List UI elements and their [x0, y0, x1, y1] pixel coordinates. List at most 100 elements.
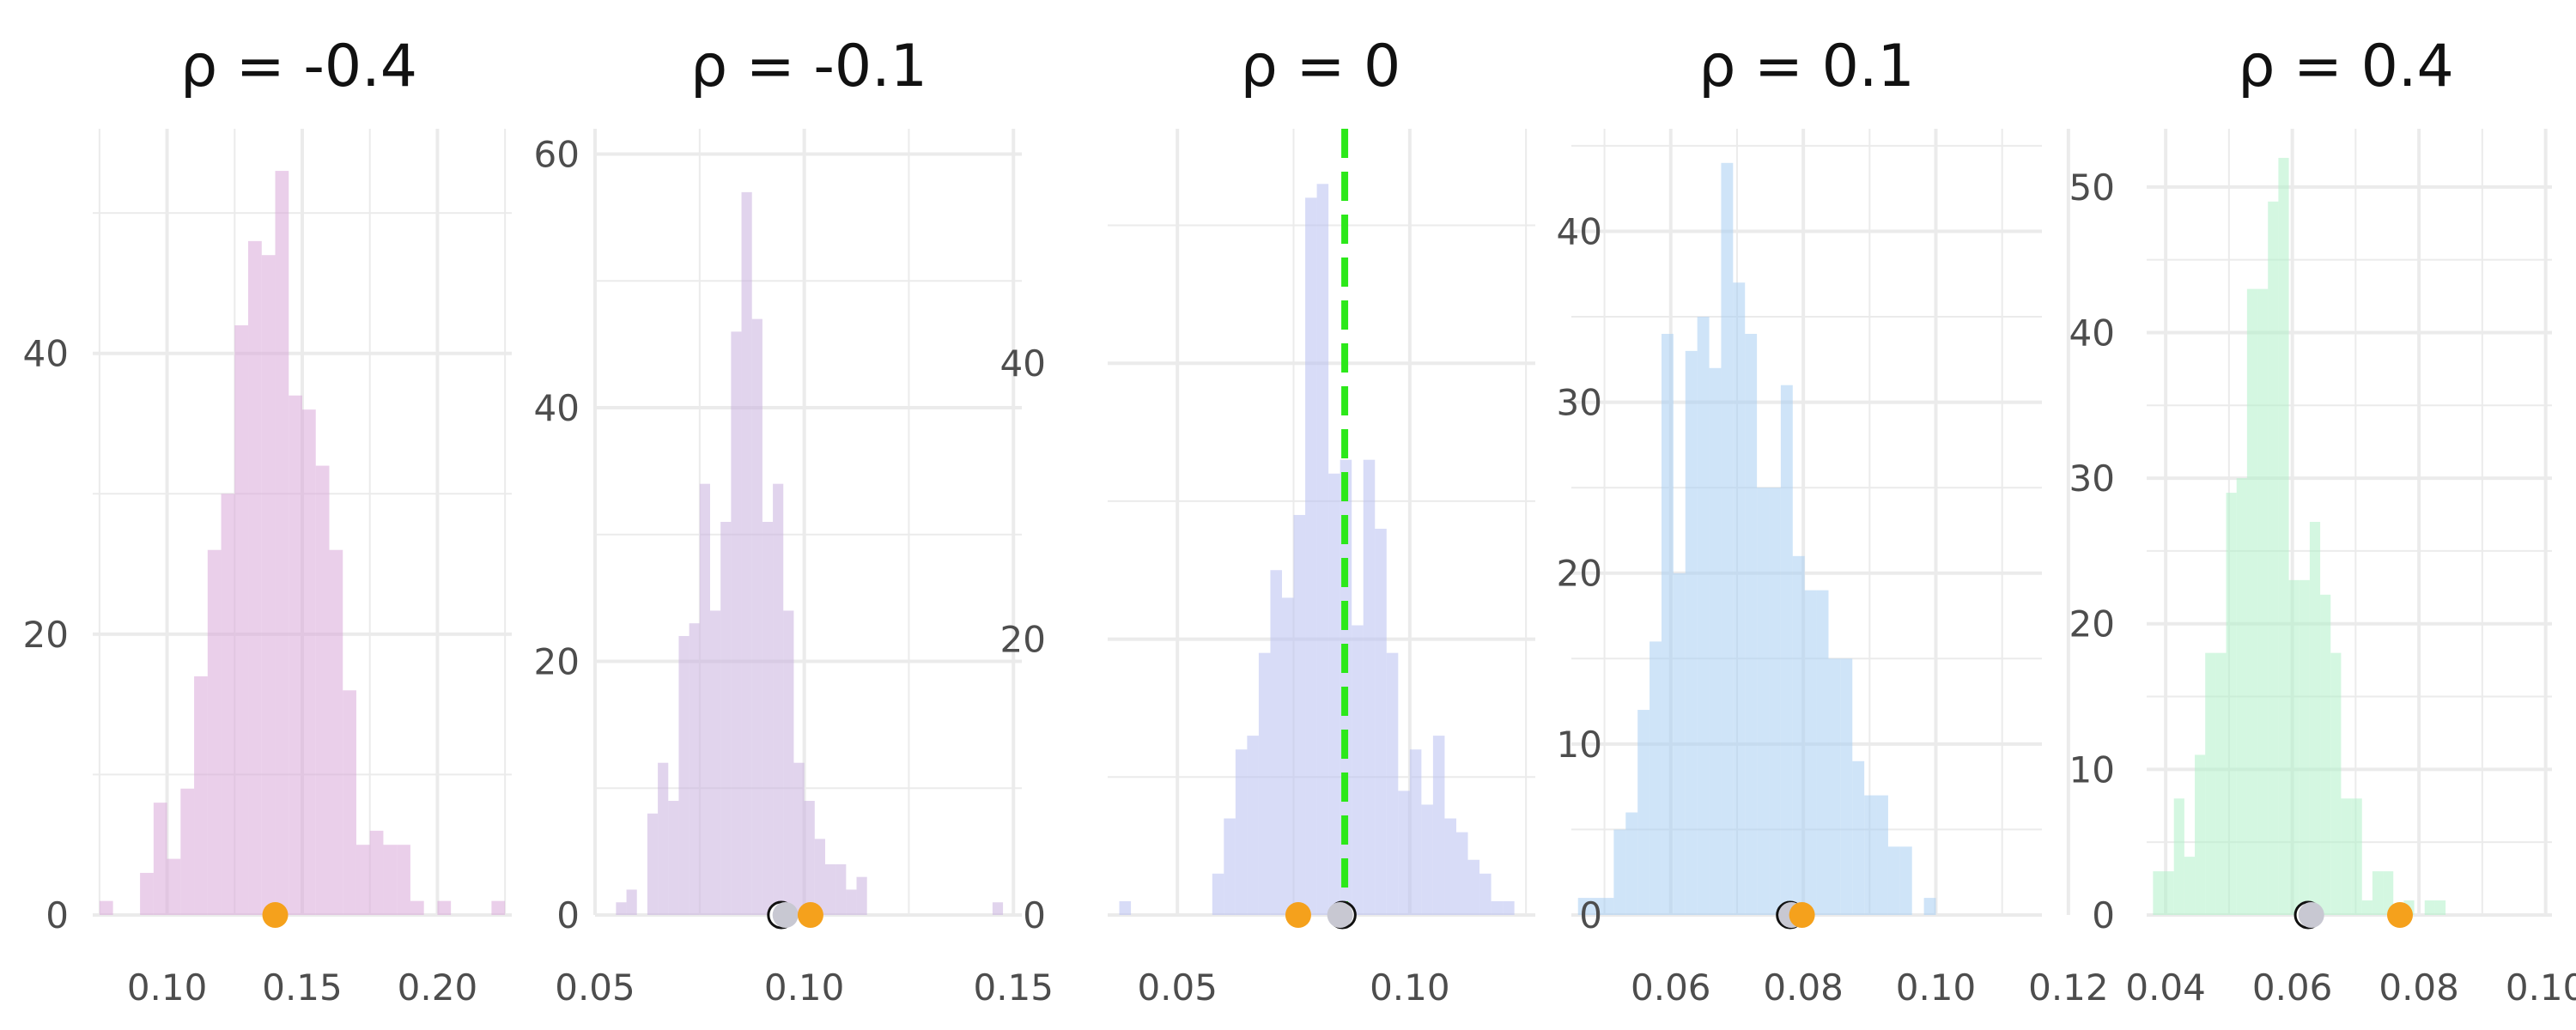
panel-4: ρ = 0.1 0 10 20 30 40 0.06 0.08 0.10 0.12 — [1557, 33, 2109, 1009]
y-tick-label: 20 — [1557, 553, 1602, 595]
histogram-bar — [793, 762, 805, 915]
histogram-bar — [1577, 898, 1590, 915]
x-tick-label: 0.05 — [1137, 966, 1218, 1009]
histogram-bar — [221, 494, 235, 915]
histogram-bar — [397, 845, 410, 915]
histogram-bar — [2424, 900, 2435, 915]
panel-title: ρ = -0.1 — [690, 33, 927, 100]
histogram-bar — [2163, 871, 2174, 915]
histogram-bar — [1852, 760, 1865, 915]
y-tick-label: 40 — [2069, 312, 2115, 354]
histogram-bar — [1212, 873, 1224, 915]
histogram-bar — [1375, 529, 1387, 915]
panel-2: ρ = -0.1 0 20 40 60 0.05 0.10 0.15 — [534, 33, 1054, 1009]
histogram-bar — [1804, 590, 1817, 915]
histogram-bar — [2184, 857, 2196, 915]
histogram-bar — [814, 839, 825, 915]
histogram-bar — [1305, 197, 1317, 915]
y-tick-label: 30 — [1557, 382, 1602, 424]
histogram-bar — [1409, 749, 1422, 915]
x-tick-label: 0.05 — [555, 966, 635, 1009]
histogram-bar — [1119, 900, 1132, 915]
histogram-bar — [1673, 573, 1686, 915]
histogram-bar — [1328, 473, 1340, 915]
y-tick-label: 0 — [1023, 894, 1046, 936]
histogram-bar — [1270, 570, 1282, 915]
histogram-bar — [709, 610, 721, 915]
x-tick-label: 0.15 — [262, 966, 343, 1009]
histogram-bar — [1601, 898, 1614, 915]
x-tick-label: 0.06 — [1631, 966, 1711, 1009]
histogram-bar — [1258, 652, 1271, 915]
histogram-bar — [1757, 488, 1770, 915]
histogram-bar — [1613, 829, 1626, 915]
histogram-bar — [804, 801, 815, 915]
histogram-bar — [180, 788, 195, 915]
y-tick-label: 60 — [534, 134, 580, 176]
histogram-bar — [1721, 162, 1734, 916]
histogram-bar — [2236, 478, 2247, 915]
histogram-bar — [1421, 804, 1433, 915]
histogram-bar — [2309, 522, 2321, 915]
histogram-bar — [1899, 846, 1912, 915]
histogram-bar — [1828, 658, 1841, 915]
histogram-bar — [678, 635, 690, 915]
x-tick-label: 0.10 — [1370, 966, 1450, 1009]
estimate-point — [1285, 902, 1311, 928]
histogram-bar — [194, 676, 208, 915]
histogram-bar — [1281, 597, 1294, 915]
histogram-bar — [1398, 791, 1410, 915]
panel-5: ρ = 0.4 0 10 20 30 40 50 0.04 0.06 0.08 0.10 — [2069, 33, 2576, 1009]
histogram-bar — [1467, 859, 1480, 915]
y-tick-label: 20 — [1000, 619, 1046, 661]
x-tick-label: 0.06 — [2252, 966, 2333, 1009]
histogram-bar — [2195, 754, 2206, 915]
histogram-bar — [2153, 871, 2164, 915]
histogram-bar — [248, 240, 262, 915]
histogram-bar — [2257, 288, 2269, 915]
y-tick-label: 0 — [2092, 894, 2115, 936]
x-tick-label: 0.20 — [398, 966, 478, 1009]
y-tick-label: 40 — [23, 333, 69, 375]
histogram-bar — [1816, 590, 1829, 915]
histogram-bar — [343, 690, 356, 915]
histogram-bar — [1840, 658, 1853, 915]
histogram-bar — [2246, 288, 2258, 915]
histogram-bar — [773, 483, 784, 915]
histogram-bar — [751, 318, 762, 915]
histogram-bar — [1224, 818, 1236, 915]
panel-1: ρ = -0.4 0 20 40 0.10 0.15 0.20 — [23, 33, 512, 1009]
histogram-bar — [153, 803, 167, 915]
histogram-bar — [355, 845, 370, 915]
histogram-bar — [1745, 333, 1758, 915]
estimate-point — [262, 902, 289, 928]
histogram-bar — [1923, 898, 1936, 915]
histogram-bar — [1363, 459, 1376, 915]
estimate-point — [1327, 902, 1353, 928]
histogram-bar — [1661, 333, 1674, 915]
histogram-bar — [1792, 555, 1805, 915]
panel-3: ρ = 0 0 20 40 0.05 0.10 — [1000, 33, 1535, 1009]
histogram-bar — [2341, 798, 2352, 915]
histogram-bar — [1733, 282, 1746, 915]
histogram-bar — [1709, 367, 1722, 916]
histogram-bar — [1455, 832, 1468, 915]
panel-title: ρ = 0.1 — [1698, 33, 1915, 100]
estimate-point — [2298, 902, 2324, 928]
histogram-bar — [856, 876, 867, 915]
histogram-bar — [783, 610, 794, 915]
estimate-point — [2387, 902, 2413, 928]
panel-title: ρ = 0 — [1241, 33, 1401, 100]
histogram-bar — [140, 872, 154, 915]
x-tick-label: 0.12 — [2028, 966, 2109, 1009]
histogram-bar — [1589, 898, 1602, 915]
histogram-bar — [1479, 873, 1492, 915]
histogram-bar — [302, 409, 316, 916]
histogram-bar — [2205, 652, 2216, 915]
histogram-bar — [1444, 818, 1456, 915]
histogram-bar — [99, 900, 113, 915]
histogram-bar — [1697, 317, 1710, 916]
histogram-bar — [315, 465, 330, 915]
histogram-bar — [261, 255, 276, 915]
histogram-bar — [2299, 579, 2310, 915]
